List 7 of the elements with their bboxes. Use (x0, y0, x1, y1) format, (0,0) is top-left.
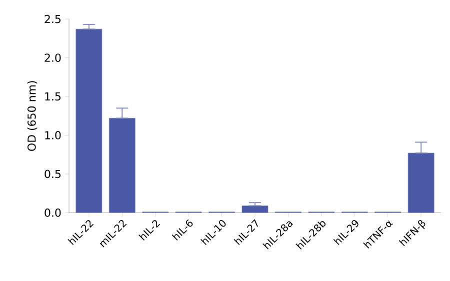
y-tick-label: 1.5 (45, 92, 61, 101)
y-tick-label: 1.0 (45, 131, 61, 140)
y-tick-label: 2.5 (44, 14, 61, 24)
y-axis-title: OD (650 nm) (27, 81, 38, 151)
y-tick-label: 0.0 (44, 208, 61, 217)
y-tick-label: 2.0 (44, 54, 61, 62)
y-tick-label: 0.5 (44, 170, 61, 178)
